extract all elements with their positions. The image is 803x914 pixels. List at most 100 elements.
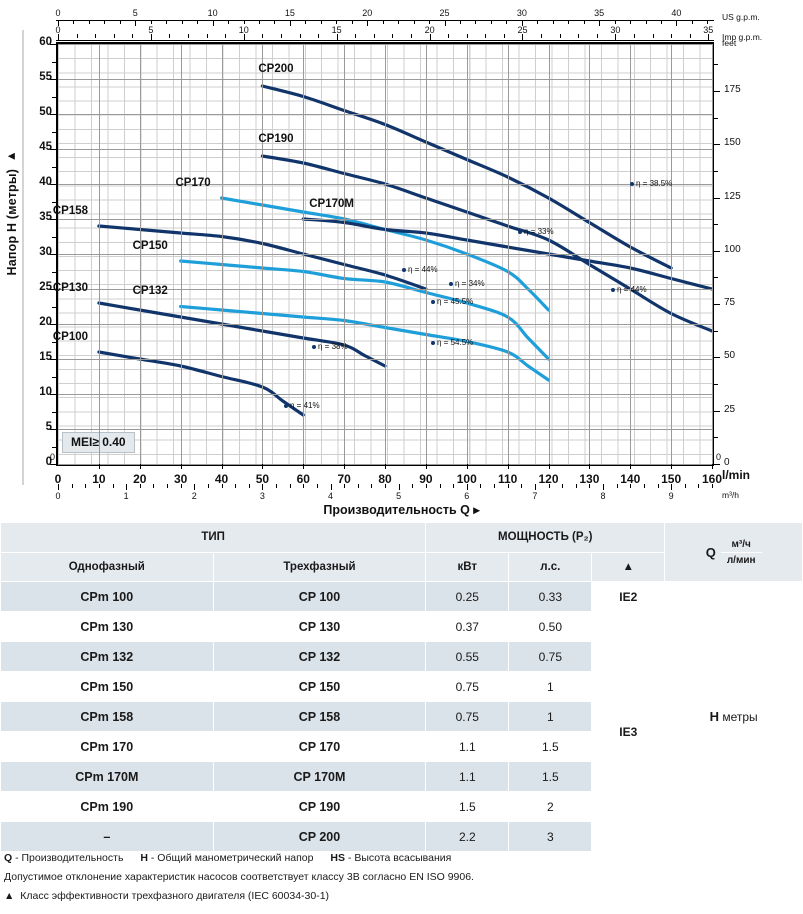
tick-m3h <box>603 484 604 490</box>
tick-label-us-gpm: 25 <box>439 8 450 18</box>
table-row[interactable]: –CP 2002.2356––5554,553,5525149,5484644,… <box>0 821 803 852</box>
tick-label-us-gpm: 40 <box>671 8 682 18</box>
tick-head-m <box>50 429 56 430</box>
cell-single-phase: CPm 132 <box>0 641 214 672</box>
tick-us-gpm <box>135 20 137 26</box>
tick-head-m <box>50 149 56 150</box>
tick-label-feet: 125 <box>724 190 741 202</box>
performance-chart: US g.p.m. Imp g.p.m. MEI≥ 0.40 Напор H (… <box>4 8 762 517</box>
cell-power-kw: 0.55 <box>425 641 510 672</box>
tick-minor-imp-gpm <box>76 34 78 38</box>
tick-label-us-gpm: 20 <box>362 8 373 18</box>
cell-h-letter: H <box>709 709 719 724</box>
tick-minor-m3h <box>153 484 155 488</box>
cell-three-phase: CP 170 <box>212 731 427 762</box>
tick-lmin <box>303 464 305 469</box>
tick-minor-us-gpm <box>660 20 662 24</box>
tick-minor-imp-gpm <box>411 34 412 38</box>
unit-lmin: l/min <box>722 468 751 482</box>
tick-minor-us-gpm <box>119 20 121 24</box>
tick-lmin <box>630 464 632 469</box>
tick-minor-us-gpm <box>336 20 338 24</box>
efficiency-annotation: η = 54.5% <box>437 338 474 347</box>
unit-us-gpm: US g.p.m. <box>722 12 760 22</box>
cell-power-kw: 1.5 <box>425 791 510 822</box>
tick-minor-imp-gpm <box>188 34 190 38</box>
tick-m3h <box>671 484 673 490</box>
y-axis-arrow: ▸ <box>5 150 19 166</box>
tick-label-lmin: 40 <box>214 472 229 486</box>
tick-minor-head-m <box>52 411 56 413</box>
tick-minor-imp-gpm <box>503 34 505 38</box>
tick-head-m <box>50 44 56 45</box>
tick-minor-us-gpm <box>73 20 75 24</box>
cell-power-kw: 0.75 <box>425 671 510 702</box>
tick-label-lmin: 150 <box>661 472 682 486</box>
tick-head-m <box>50 184 56 185</box>
tick-minor-us-gpm <box>320 20 322 24</box>
tick-label-feet: 150 <box>724 137 741 149</box>
cell-single-phase: CPm 170M <box>0 761 214 792</box>
cell-power-hp: 1 <box>508 671 593 702</box>
tick-m3h <box>330 484 332 490</box>
tick-label-imp-gpm: 0 <box>55 25 61 35</box>
cell-power-kw: 1.1 <box>425 761 510 792</box>
tick-minor-m3h <box>643 484 645 488</box>
footnote-legend: Q - Производительность H - Общий маномет… <box>4 852 803 864</box>
tick-m3h <box>466 484 468 490</box>
efficiency-marker-dot <box>611 288 615 292</box>
tick-minor-us-gpm <box>305 20 307 24</box>
unit-feet: feet <box>722 38 737 48</box>
tick-minor-m3h <box>630 484 632 488</box>
tick-minor-us-gpm <box>645 20 647 24</box>
tick-lmin <box>98 464 100 469</box>
tick-minor-imp-gpm <box>633 34 635 38</box>
tick-minor-feet <box>714 277 718 279</box>
y-axis-title: Напор H (метры) ▸ <box>4 150 19 275</box>
cell-single-phase: CPm 100 <box>0 581 214 612</box>
tick-imp-gpm <box>429 34 431 40</box>
tick-minor-us-gpm <box>228 20 230 24</box>
tick-label-head-m: 40 <box>39 176 52 188</box>
efficiency-marker-dot <box>449 282 453 286</box>
tick-label-m3h: 3 <box>259 491 265 501</box>
cell-three-phase: CP 150 <box>212 671 427 702</box>
footnote-hs-symbol: HS <box>330 852 345 864</box>
tick-minor-us-gpm <box>583 20 585 24</box>
tick-minor-us-gpm <box>475 20 477 24</box>
curve-label-cp100: CP100 <box>52 331 89 343</box>
tick-label-feet: 100 <box>724 243 741 255</box>
tick-minor-imp-gpm <box>392 34 394 38</box>
footnote-efficiency-class: ▲ Класс эффективности трехфазного двигат… <box>4 890 803 902</box>
footnote-h-text: - Общий манометрический напор <box>150 852 314 864</box>
tick-imp-gpm <box>58 34 59 40</box>
footnote-q-symbol: Q <box>4 852 13 864</box>
footnote-hs-text: - Высота всасывания <box>347 852 452 864</box>
axis-top-us-gpm <box>56 20 714 21</box>
tick-us-gpm <box>212 20 214 26</box>
tick-label-head-m: 20 <box>39 316 52 328</box>
tick-minor-feet <box>714 117 718 119</box>
tick-label-lmin: 140 <box>620 472 641 486</box>
tick-minor-m3h <box>98 484 100 488</box>
cell-three-phase: CP 130 <box>212 611 427 642</box>
efficiency-marker-dot <box>431 341 435 345</box>
tick-feet <box>714 357 720 359</box>
efficiency-marker-dot <box>431 300 435 304</box>
tick-minor-us-gpm <box>413 20 415 24</box>
tick-minor-imp-gpm <box>652 34 654 38</box>
tick-minor-feet <box>714 384 718 386</box>
tick-label-m3h: 2 <box>191 491 197 501</box>
footnote-efficiency-text: Класс эффективности трехфазного двигател… <box>20 890 330 902</box>
curve-label-cp200: CP200 <box>258 63 294 75</box>
tick-minor-imp-gpm <box>113 34 115 38</box>
tick-minor-head-m <box>52 166 56 168</box>
